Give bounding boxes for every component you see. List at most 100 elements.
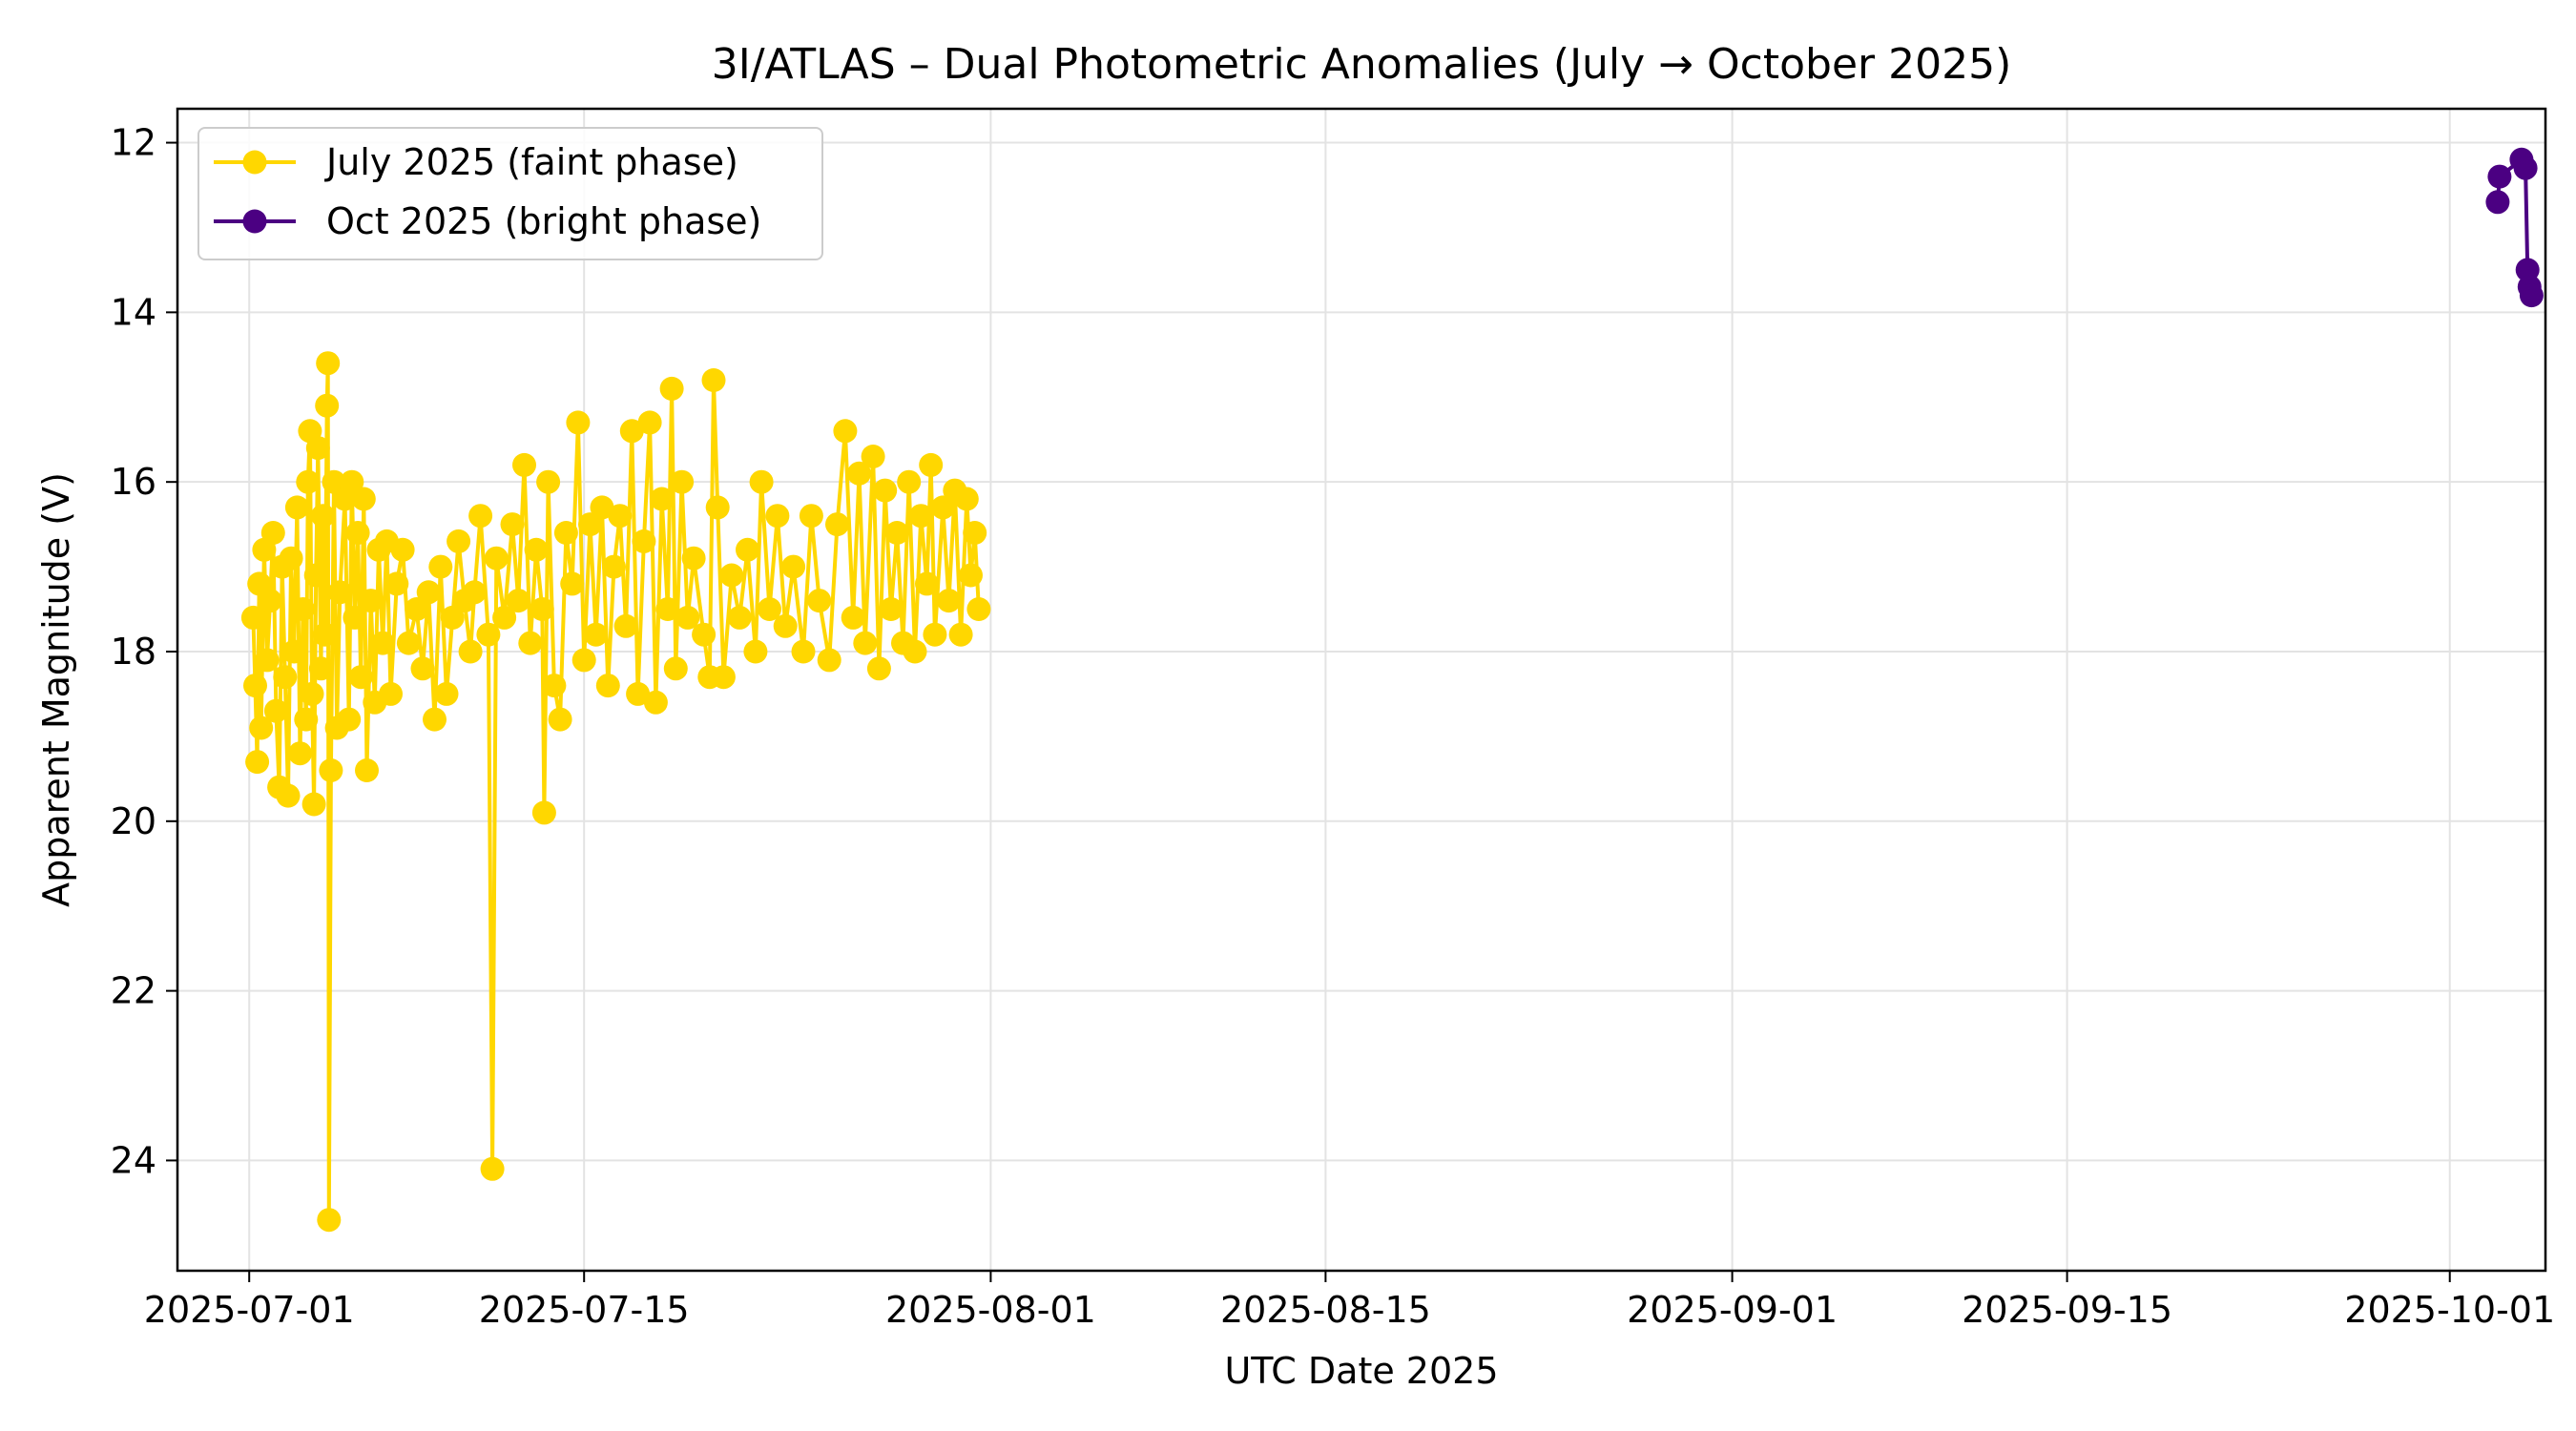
data-point xyxy=(355,758,379,782)
data-point xyxy=(2487,164,2512,189)
data-point xyxy=(260,521,285,545)
data-point xyxy=(879,597,904,621)
data-point xyxy=(351,487,376,511)
data-point xyxy=(440,605,465,630)
x-tick-label: 2025-08-15 xyxy=(1220,1289,1431,1331)
data-point xyxy=(719,563,744,588)
y-axis-label: Apparent Magnitude (V) xyxy=(35,472,77,907)
y-tick-label: 22 xyxy=(111,970,156,1012)
x-axis-label: UTC Date 2025 xyxy=(1224,1350,1498,1392)
data-point xyxy=(873,478,898,503)
data-point xyxy=(410,656,435,681)
data-point xyxy=(396,631,421,655)
data-point xyxy=(578,512,602,537)
data-point xyxy=(240,605,265,630)
data-point xyxy=(370,631,395,655)
data-point xyxy=(743,639,768,664)
data-point xyxy=(584,622,609,647)
data-point xyxy=(305,436,330,461)
data-point xyxy=(701,368,726,392)
data-point xyxy=(948,622,973,647)
data-point xyxy=(317,1208,342,1233)
data-point xyxy=(791,639,816,664)
data-point xyxy=(384,571,409,596)
y-tick-label: 24 xyxy=(111,1139,156,1181)
legend-label: Oct 2025 (bright phase) xyxy=(326,200,761,242)
data-point xyxy=(773,613,798,638)
data-point xyxy=(833,419,858,444)
data-point xyxy=(915,571,939,596)
data-point xyxy=(663,656,688,681)
data-point xyxy=(650,487,675,511)
data-point xyxy=(765,504,790,529)
data-point xyxy=(308,656,333,681)
data-point xyxy=(462,580,487,605)
data-point xyxy=(322,469,346,494)
data-point xyxy=(536,469,561,494)
y-tick-label: 12 xyxy=(111,122,156,164)
data-point xyxy=(626,681,651,706)
data-point xyxy=(311,504,335,529)
data-point xyxy=(847,461,871,486)
chart-title: 3I/ATLAS – Dual Photometric Anomalies (J… xyxy=(712,40,2012,89)
data-point xyxy=(727,605,752,630)
data-point xyxy=(659,376,684,401)
x-tick-label: 2025-07-15 xyxy=(479,1289,690,1331)
x-tick-label: 2025-09-01 xyxy=(1627,1289,1838,1331)
data-point xyxy=(288,741,312,766)
data-point xyxy=(313,622,338,647)
data-point xyxy=(571,648,596,673)
data-point xyxy=(930,495,955,520)
data-point xyxy=(512,452,536,477)
data-point xyxy=(711,665,736,690)
data-point xyxy=(281,639,306,664)
data-point xyxy=(817,648,841,673)
data-point xyxy=(2513,156,2538,180)
data-point xyxy=(359,589,384,613)
data-point xyxy=(853,631,878,655)
data-point xyxy=(530,597,554,621)
data-point xyxy=(861,445,885,468)
data-point xyxy=(258,589,282,613)
data-point xyxy=(337,707,362,732)
data-point xyxy=(675,605,700,630)
data-point xyxy=(245,750,270,775)
data-point xyxy=(340,469,364,494)
data-point xyxy=(681,546,706,570)
data-point xyxy=(937,589,961,613)
x-axis: 2025-07-01 2025-07-15 2025-08-01 2025-08-15… xyxy=(144,1271,2555,1331)
data-point xyxy=(692,622,717,647)
data-point xyxy=(428,554,453,579)
data-point xyxy=(468,504,493,529)
data-point xyxy=(423,707,447,732)
data-point xyxy=(484,546,509,570)
x-tick-label: 2025-08-01 xyxy=(885,1289,1096,1331)
data-point xyxy=(736,537,759,562)
data-point xyxy=(291,597,316,621)
data-point xyxy=(294,707,319,732)
data-point xyxy=(518,631,543,655)
legend-label: July 2025 (faint phase) xyxy=(324,141,738,183)
data-point xyxy=(595,674,620,698)
data-point xyxy=(954,487,979,511)
data-point xyxy=(345,521,370,545)
data-point xyxy=(608,504,633,529)
data-point xyxy=(749,469,774,494)
legend-box xyxy=(197,127,823,260)
data-point xyxy=(807,589,832,613)
series-layer xyxy=(240,147,2544,1233)
data-point xyxy=(303,563,328,588)
data-point xyxy=(2519,283,2544,308)
data-point xyxy=(542,674,567,698)
data-point xyxy=(705,495,730,520)
y-axis: 12 14 16 18 20 22 24 xyxy=(111,122,177,1181)
legend: July 2025 (faint phase) Oct 2025 (bright … xyxy=(197,127,823,260)
data-point xyxy=(447,529,471,553)
data-point xyxy=(379,681,403,706)
data-point xyxy=(480,1156,505,1181)
plot-frame xyxy=(176,107,2547,1273)
data-point xyxy=(825,512,849,537)
data-point xyxy=(476,622,501,647)
data-point xyxy=(390,537,415,562)
